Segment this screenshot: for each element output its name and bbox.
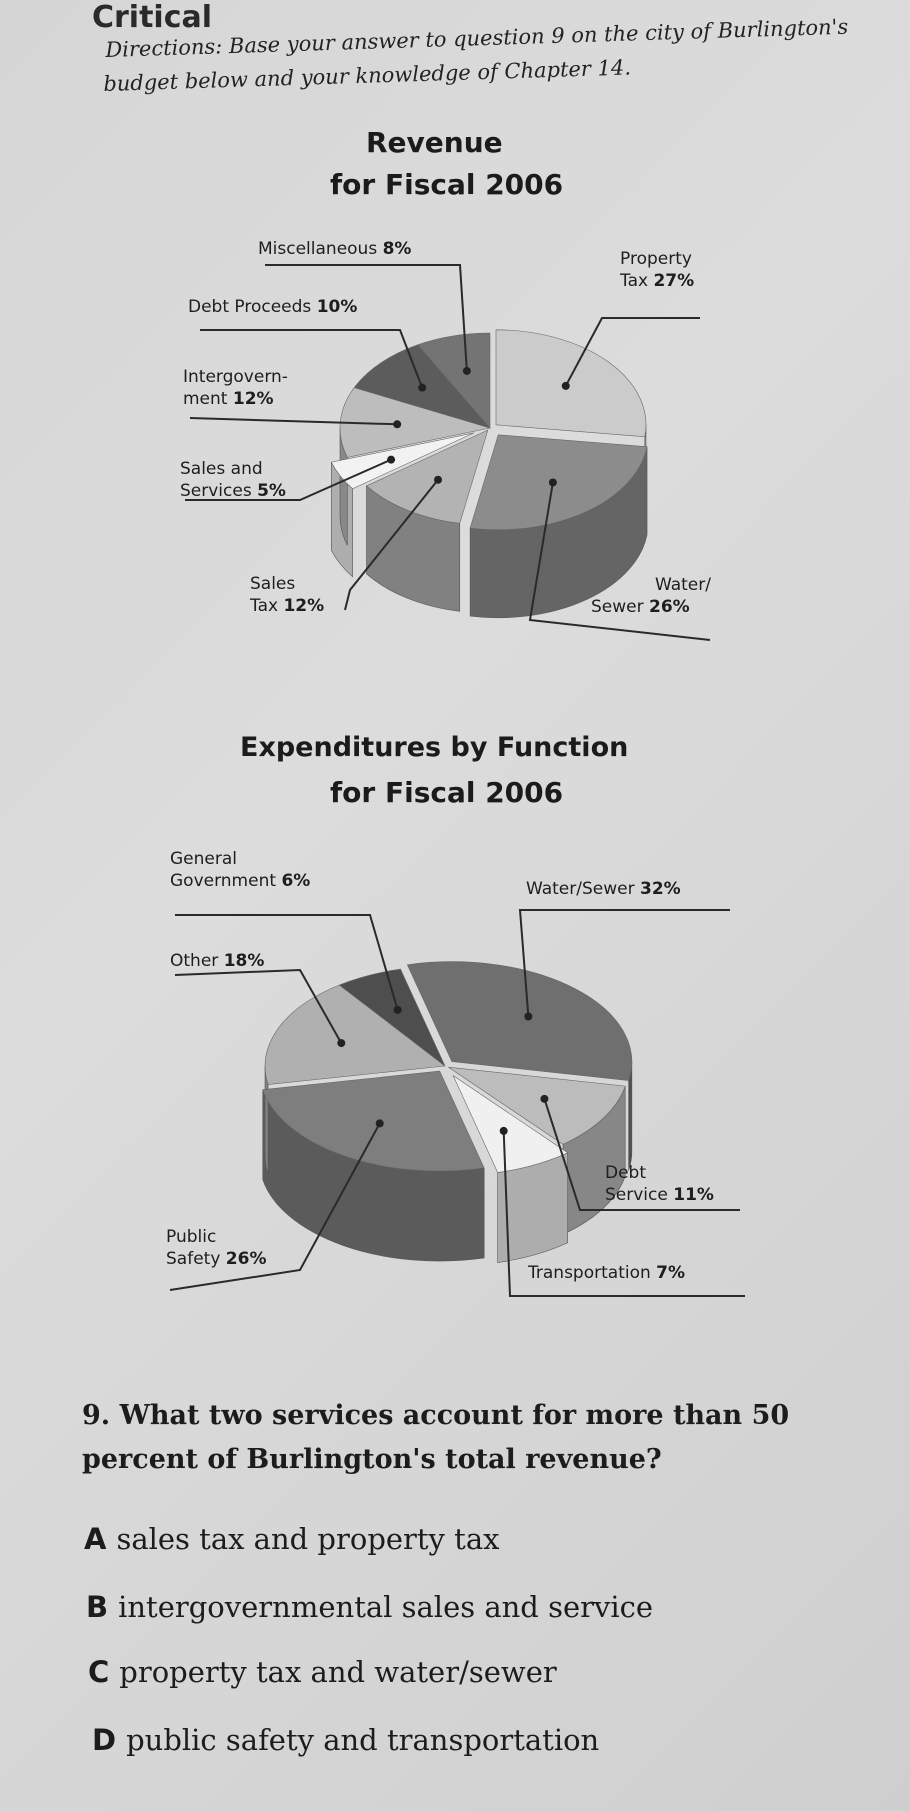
label-sales-and-services: Sales and Services 5% bbox=[180, 459, 286, 501]
leader-line-other bbox=[174, 968, 343, 1044]
leader-dot-water-sewer bbox=[548, 478, 557, 487]
leader-dot-property-tax bbox=[561, 381, 570, 390]
leader-dot-water-sewer bbox=[524, 1012, 533, 1021]
leader-line-transportation bbox=[502, 1130, 745, 1297]
choice-text: intergovernmental sales and service bbox=[118, 1590, 654, 1624]
choice-letter: B bbox=[86, 1590, 109, 1624]
choice-text: public safety and transportation bbox=[126, 1723, 600, 1757]
label-exp-water-sewer: Water/Sewer 32% bbox=[526, 879, 681, 899]
pie-slice-general-government bbox=[338, 968, 446, 1067]
leader-dot-intergovernment bbox=[393, 420, 402, 429]
label-transportation: Transportation 7% bbox=[528, 1263, 686, 1283]
leader-dot-sales-and-services bbox=[387, 455, 396, 464]
pie-slice-water-sewer bbox=[469, 434, 648, 531]
label-intergovernment: Intergovern- ment 12% bbox=[183, 367, 288, 409]
label-water-sewer: Water/ Sewer 26% bbox=[591, 575, 711, 617]
pie-slice-water-sewer bbox=[406, 961, 633, 1081]
choice-letter: A bbox=[84, 1522, 107, 1556]
pie-slice-property-tax bbox=[495, 329, 647, 438]
section-title: Critical bbox=[92, 0, 213, 35]
revenue-chart-title: Revenue bbox=[366, 126, 503, 159]
label-other: Other 18% bbox=[170, 951, 265, 971]
choice-text: sales tax and property tax bbox=[116, 1522, 500, 1556]
leader-dot-other bbox=[337, 1039, 346, 1048]
leader-dot-debt-service bbox=[540, 1094, 549, 1103]
leader-line-general-government bbox=[175, 914, 399, 1011]
leader-line-debt-service bbox=[543, 1098, 740, 1211]
revenue-chart-subtitle: for Fiscal 2006 bbox=[330, 168, 564, 201]
leader-line-public-safety bbox=[169, 1122, 381, 1291]
leader-dot-general-government bbox=[393, 1005, 402, 1014]
question-text: 9. What two services account for more th… bbox=[82, 1400, 790, 1475]
pie-slice-public-safety bbox=[262, 1070, 485, 1172]
choice-text: property tax and water/sewer bbox=[119, 1655, 557, 1689]
label-debt-service: Debt Service 11% bbox=[605, 1163, 714, 1205]
pie-slice-debt-service bbox=[448, 1066, 626, 1145]
label-debt-proceeds: Debt Proceeds 10% bbox=[188, 297, 358, 317]
revenue-pie-chart bbox=[185, 264, 711, 641]
leader-dot-public-safety bbox=[375, 1119, 384, 1128]
pie-slice-transportation bbox=[452, 1074, 569, 1173]
leader-dot-miscellaneous bbox=[462, 366, 471, 375]
label-property-tax: Property Tax 27% bbox=[620, 249, 695, 291]
leader-dot-debt-proceeds bbox=[418, 383, 427, 392]
label-general-government: General Government 6% bbox=[170, 849, 311, 891]
leader-line-sales-and-services bbox=[185, 458, 392, 501]
pie-slice-sales-and-services bbox=[330, 432, 475, 490]
leader-line-water-sewer bbox=[518, 909, 730, 1017]
leader-line-intergovernment bbox=[189, 417, 398, 426]
choice-letter: C bbox=[88, 1655, 110, 1689]
leader-dot-transportation bbox=[499, 1126, 508, 1135]
pie-slice-miscellaneous bbox=[417, 332, 491, 429]
expenditures-pie-chart bbox=[169, 909, 745, 1297]
label-miscellaneous: Miscellaneous 8% bbox=[258, 239, 412, 259]
leader-dot-sales-tax bbox=[434, 475, 443, 484]
pie-slice-other bbox=[264, 984, 446, 1085]
label-public-safety: Public Safety 26% bbox=[166, 1227, 267, 1269]
label-sales-tax: Sales Tax 12% bbox=[250, 574, 325, 616]
leader-line-miscellaneous bbox=[265, 264, 468, 372]
leader-line-debt-proceeds bbox=[200, 329, 424, 389]
leader-line-sales-tax bbox=[344, 479, 439, 611]
leader-line-property-tax bbox=[564, 317, 700, 387]
expenditures-chart-subtitle: for Fiscal 2006 bbox=[330, 776, 564, 809]
choice-letter: D bbox=[92, 1723, 117, 1757]
expenditures-chart-title: Expenditures by Function bbox=[240, 732, 629, 763]
pie-slice-sales-tax bbox=[365, 429, 489, 524]
leader-line-water-sewer bbox=[528, 482, 711, 641]
